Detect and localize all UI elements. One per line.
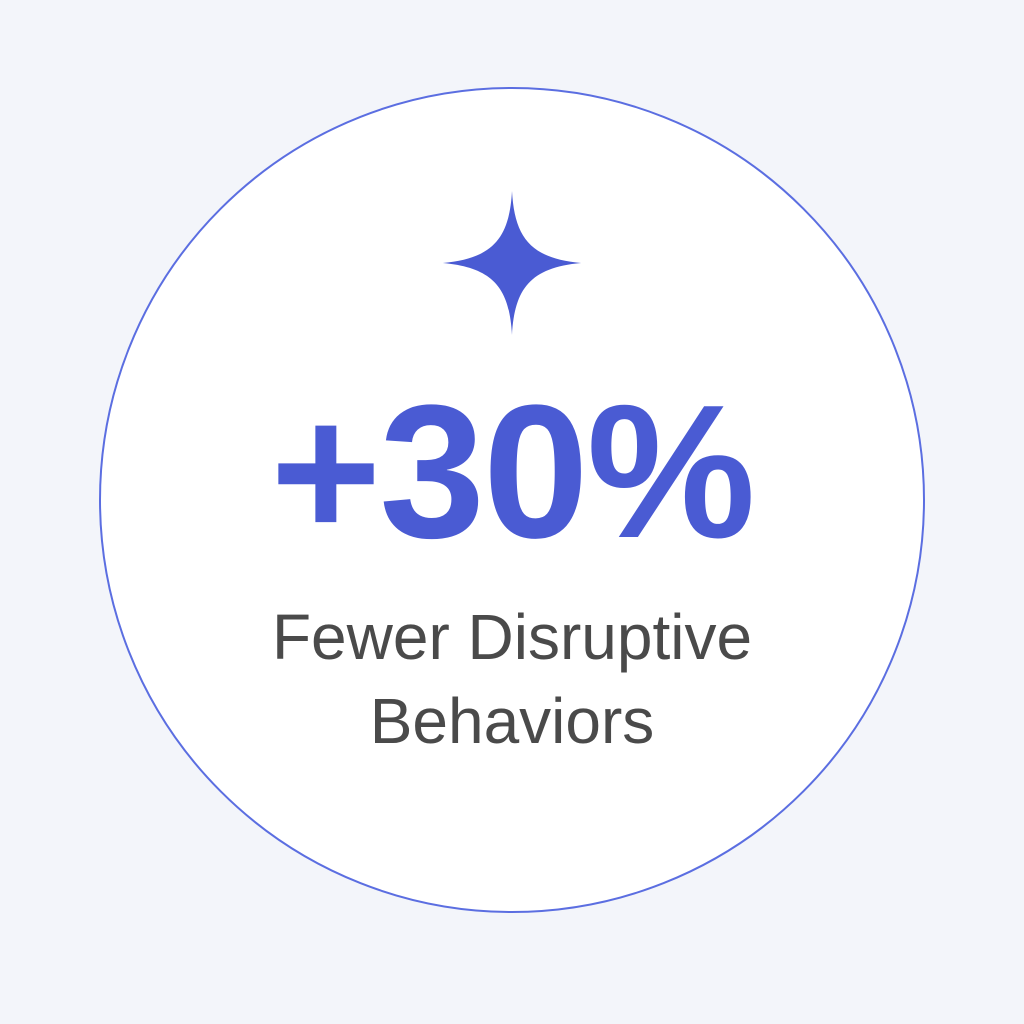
stat-circle: +30% Fewer Disruptive Behaviors	[99, 87, 925, 913]
stat-label-line2: Behaviors	[369, 685, 655, 758]
stat-label: Fewer Disruptive Behaviors	[272, 595, 752, 764]
sparkle-icon	[440, 185, 584, 341]
stat-value: +30%	[270, 366, 755, 578]
stat-label-line1: Fewer Disruptive	[271, 601, 753, 673]
